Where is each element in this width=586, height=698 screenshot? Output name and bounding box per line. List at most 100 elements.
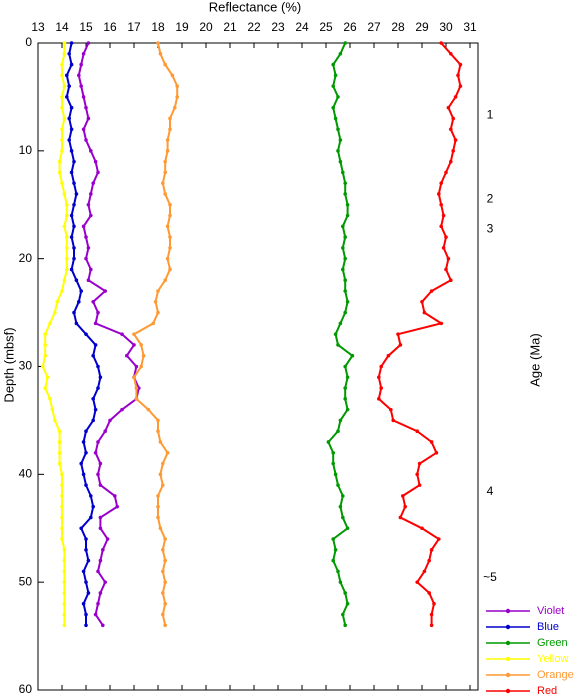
data-point	[343, 278, 348, 283]
data-point	[391, 418, 396, 423]
data-point	[72, 246, 76, 250]
x-tick-label: 28	[391, 20, 405, 34]
data-point	[69, 170, 74, 175]
data-point	[57, 450, 62, 455]
data-point	[101, 623, 105, 628]
data-point	[65, 256, 69, 261]
data-point	[93, 343, 98, 347]
legend-label: Green	[537, 637, 568, 649]
data-point	[74, 192, 79, 196]
data-point	[72, 310, 76, 315]
data-point	[62, 612, 67, 617]
data-point	[163, 537, 167, 541]
x-tick-label: 30	[439, 20, 453, 34]
series	[377, 41, 463, 628]
data-point	[67, 116, 71, 121]
data-point	[139, 343, 143, 347]
data-point	[420, 526, 424, 531]
data-point	[175, 84, 179, 88]
data-point	[53, 418, 57, 423]
data-point	[343, 289, 348, 293]
data-point	[60, 289, 64, 293]
data-point	[338, 418, 343, 423]
data-point	[338, 51, 343, 56]
data-point	[441, 213, 446, 218]
data-point	[60, 483, 64, 487]
x-tick-label: 16	[103, 20, 117, 34]
data-point	[81, 224, 86, 229]
data-point	[81, 601, 86, 606]
data-point	[134, 364, 139, 369]
data-point	[341, 246, 345, 250]
data-point	[132, 375, 136, 380]
data-point	[161, 181, 165, 185]
data-point	[113, 494, 117, 498]
data-point	[89, 213, 93, 218]
data-point	[86, 116, 91, 121]
data-point	[338, 580, 343, 584]
data-point	[343, 364, 348, 369]
age-axis-label: Age (Ma)	[527, 333, 542, 386]
data-point	[350, 353, 355, 358]
data-point	[415, 580, 420, 584]
data-point	[173, 105, 177, 110]
data-point	[55, 300, 59, 304]
data-point	[333, 73, 338, 78]
data-point	[72, 181, 76, 185]
data-point	[379, 386, 384, 390]
data-point	[429, 548, 434, 552]
data-point	[331, 558, 336, 563]
data-point	[65, 267, 69, 272]
data-point	[336, 149, 340, 153]
data-point	[141, 353, 146, 358]
data-point	[343, 310, 348, 315]
data-point	[84, 105, 88, 110]
data-point	[444, 235, 448, 239]
data-point	[98, 515, 103, 520]
age-label: 2	[487, 192, 494, 206]
data-point	[168, 202, 172, 207]
data-point	[343, 256, 348, 261]
data-point	[422, 310, 427, 315]
data-point	[158, 526, 163, 531]
data-point	[93, 321, 98, 326]
data-point	[156, 494, 160, 498]
series	[77, 41, 141, 628]
data-point	[163, 558, 167, 563]
data-point	[72, 159, 76, 164]
data-point	[343, 41, 348, 45]
data-point	[336, 483, 340, 487]
data-point	[345, 526, 350, 531]
data-point	[153, 300, 158, 304]
data-point	[456, 73, 460, 78]
data-point	[96, 440, 100, 444]
data-point	[89, 515, 93, 520]
data-point	[86, 558, 91, 563]
data-point	[69, 127, 74, 132]
data-point	[429, 289, 434, 293]
data-point	[333, 548, 338, 552]
data-point	[345, 213, 350, 218]
data-point	[156, 418, 160, 423]
legend-label: Yellow	[537, 653, 568, 665]
data-point	[156, 504, 160, 509]
data-point	[441, 246, 446, 250]
data-point	[96, 569, 100, 574]
legend-marker	[505, 672, 511, 678]
data-point	[343, 192, 348, 196]
legend-marker	[505, 624, 511, 630]
data-point	[60, 472, 64, 477]
data-point	[444, 170, 448, 175]
data-point	[43, 353, 47, 358]
x-tick-label: 22	[247, 20, 261, 34]
plot-frame	[37, 42, 479, 691]
data-point	[67, 51, 71, 56]
legend-label: Orange	[537, 669, 574, 681]
data-point	[60, 537, 64, 541]
data-point	[81, 472, 86, 477]
data-point	[86, 202, 91, 207]
series	[41, 41, 69, 628]
series-line	[377, 42, 462, 626]
legend-label: Blue	[537, 621, 559, 633]
data-point	[168, 246, 172, 250]
